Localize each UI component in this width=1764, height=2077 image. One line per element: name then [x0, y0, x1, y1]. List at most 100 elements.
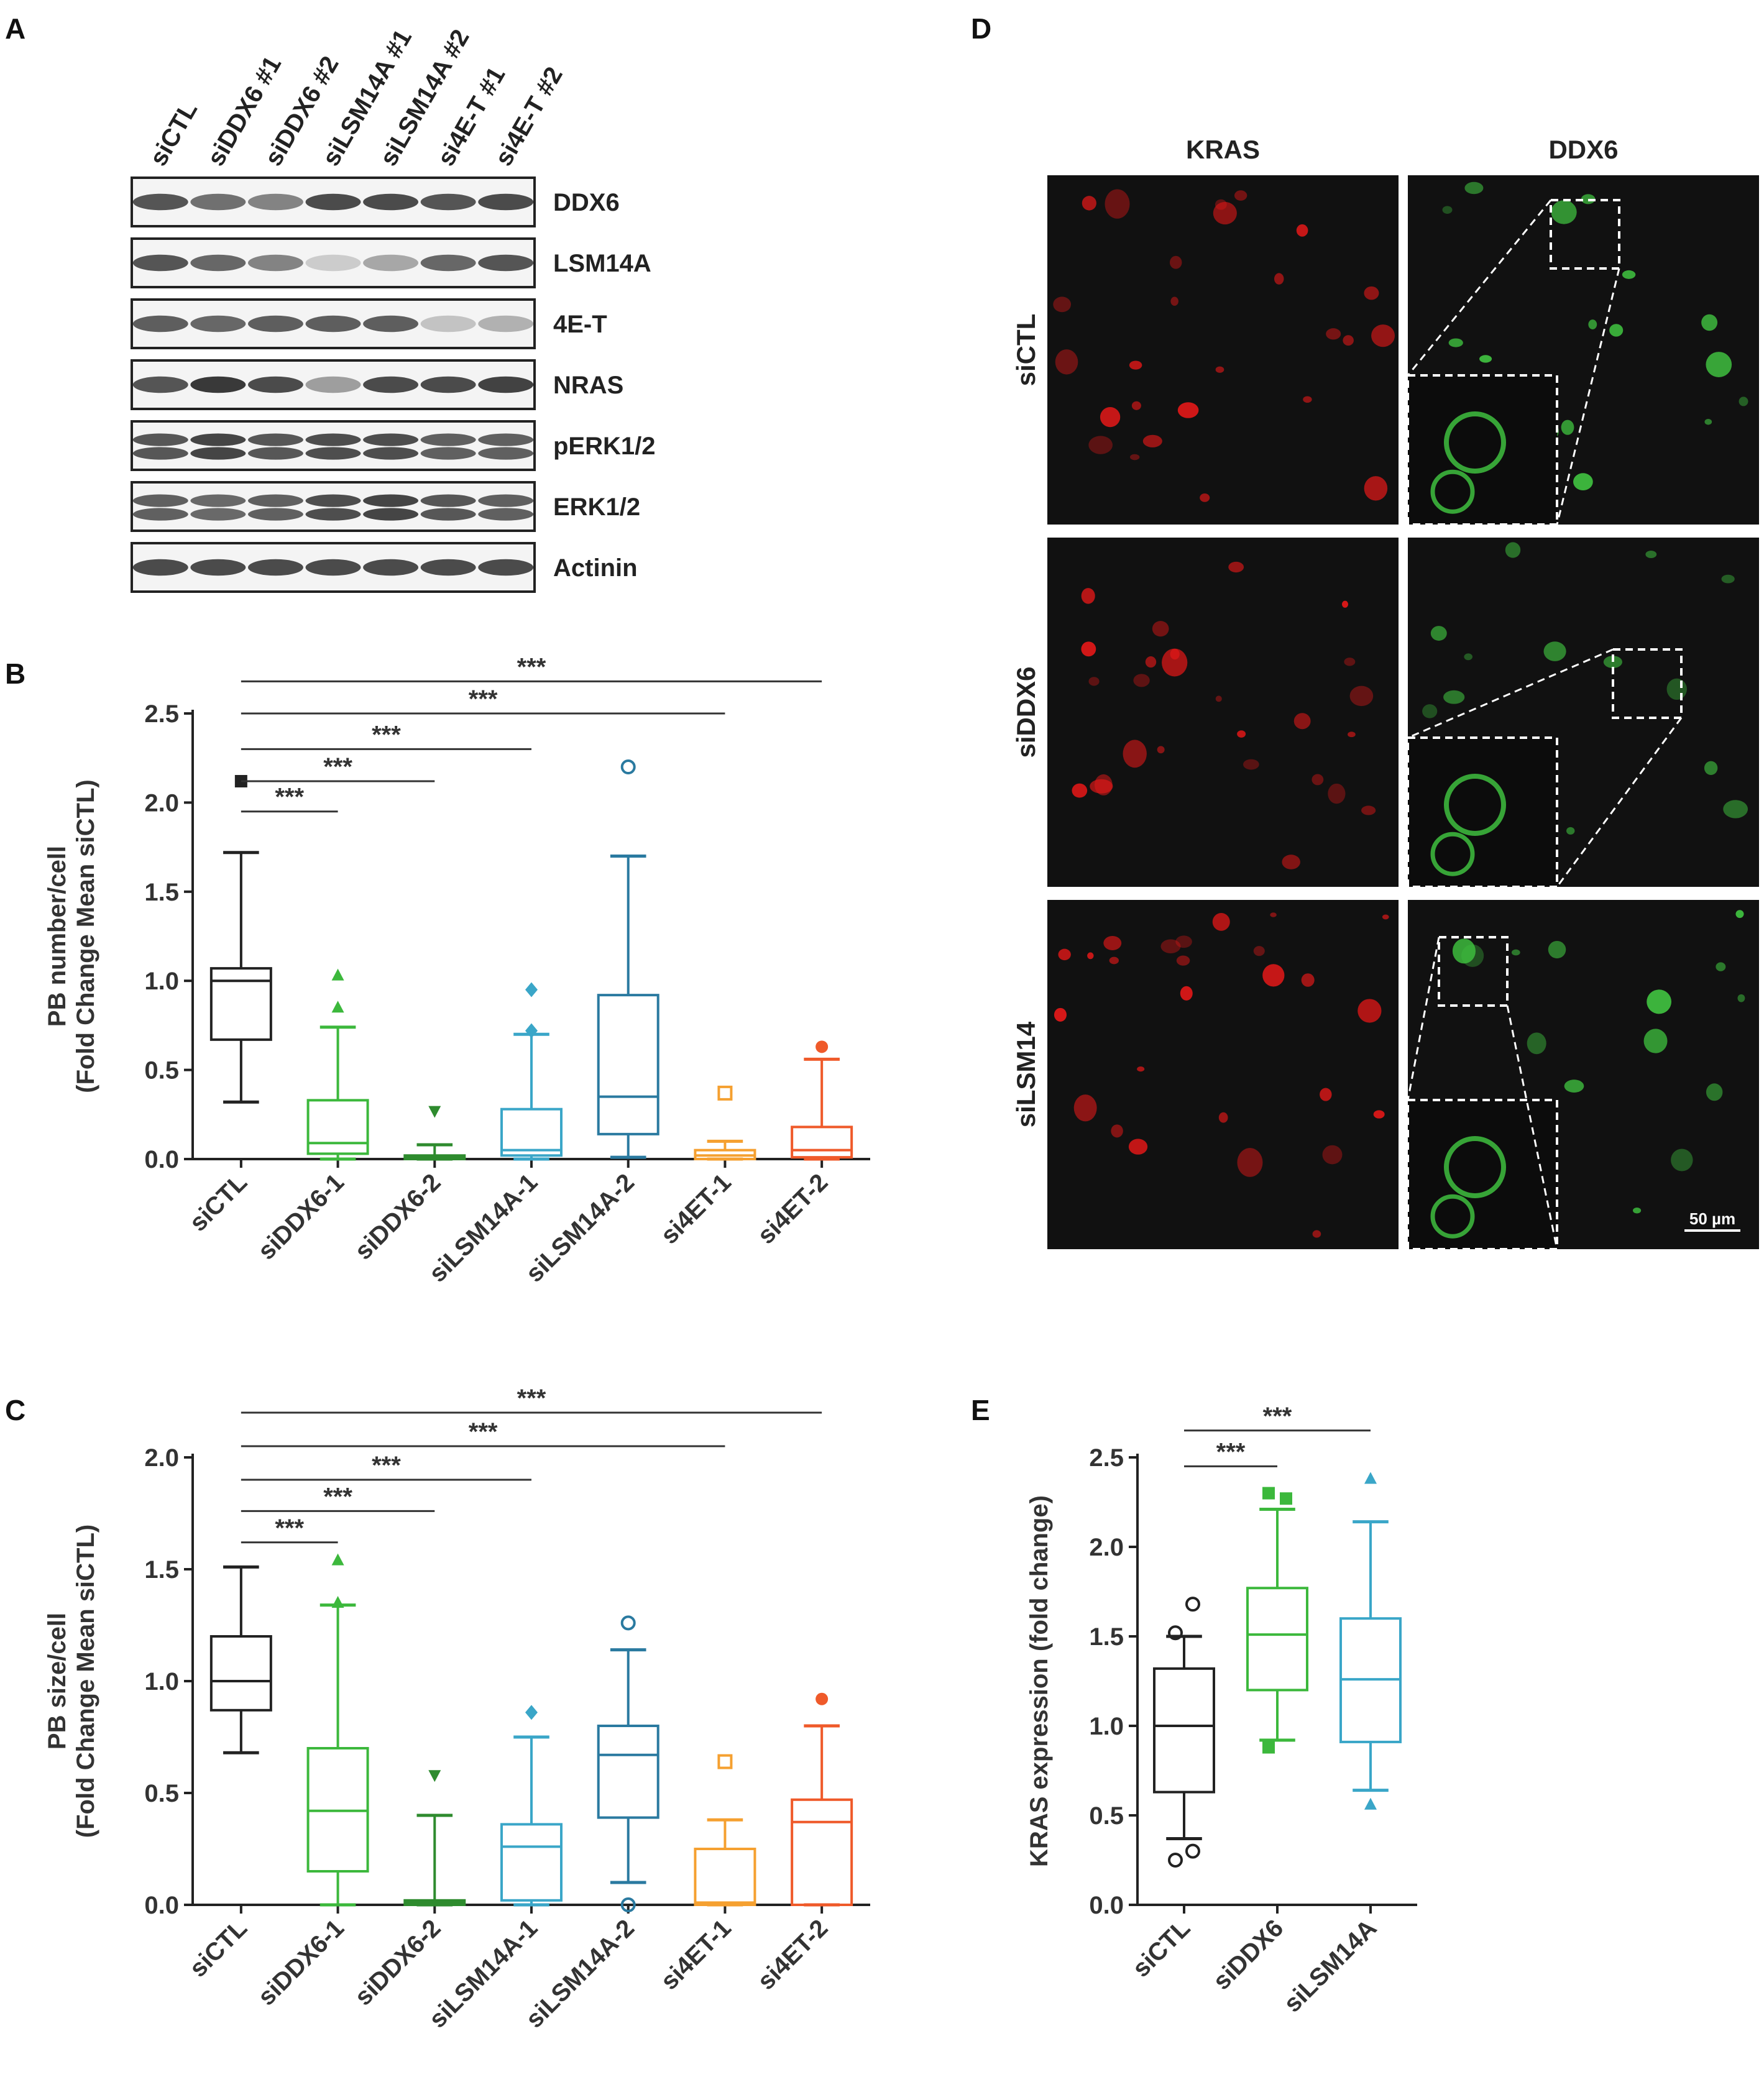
ddx6-cell	[1647, 989, 1671, 1014]
y-tick-label: 2.0	[144, 1444, 179, 1472]
kras-cell	[1129, 360, 1142, 370]
y-tick-label: 1.5	[144, 1556, 179, 1584]
kras-cell	[1215, 199, 1227, 210]
kras-cell	[1160, 939, 1181, 953]
blot-band	[305, 494, 361, 507]
outlier-marker	[620, 759, 636, 775]
ddx6-cell	[1721, 574, 1735, 584]
chart-pb-size: 0.0 0.5 1.0 1.5 2.0 PB size/cell (Fold Change …	[44, 1385, 870, 2033]
kras-cell	[1131, 401, 1141, 410]
y-axis-label: KRAS expression (fold change)	[1026, 1495, 1053, 1867]
kras-cell	[1253, 946, 1265, 956]
ddx6-cell	[1588, 319, 1597, 329]
blot-band	[190, 508, 246, 521]
x-tick-label: si4ET-2	[752, 1914, 833, 1995]
blot-band	[247, 559, 303, 576]
kras-cell	[1129, 454, 1140, 461]
significance-label: ***	[1263, 1403, 1292, 1430]
kras-cell	[1087, 952, 1094, 960]
outlier-marker	[717, 1754, 733, 1769]
blot-band	[420, 193, 476, 211]
box	[694, 1848, 756, 1906]
blot-band	[420, 433, 476, 446]
kras-cell	[1326, 328, 1341, 340]
x-tick-label: si4ET-2	[752, 1168, 833, 1249]
panel-label-c: C	[5, 1394, 25, 1426]
inset-cell	[1430, 832, 1475, 876]
panel-label-e: E	[971, 1394, 990, 1426]
outlier-marker	[1280, 1492, 1292, 1505]
inset-cell	[1430, 1194, 1475, 1239]
zoom-connector	[1556, 268, 1620, 525]
ddx6-cell	[1723, 800, 1748, 818]
significance-label: ***	[1216, 1438, 1246, 1465]
blot-band	[478, 193, 534, 211]
y-axis-label: (Fold Change Mean siCTL)	[72, 1525, 99, 1838]
outlier-marker	[1364, 1797, 1377, 1810]
blot-band	[190, 433, 246, 446]
ddx6-cell	[1564, 1080, 1584, 1093]
box	[791, 1126, 853, 1159]
micrograph-column-label: KRAS	[1186, 135, 1260, 164]
blot-band	[363, 447, 419, 460]
ddx6-cell	[1603, 656, 1622, 669]
micrograph-row-label: siLSM14	[1011, 1021, 1040, 1127]
blot-band	[478, 494, 534, 507]
y-axis-label: (Fold Change Mean siCTL)	[72, 779, 99, 1093]
ddx6-cell	[1645, 551, 1657, 559]
y-tick-label: 2.5	[1089, 1444, 1124, 1472]
blot-band	[478, 254, 534, 272]
kras-cell	[1296, 224, 1308, 237]
kras-cell	[1177, 402, 1199, 418]
kras-cell	[1341, 600, 1349, 608]
kras-cell	[1312, 774, 1324, 786]
blot-band	[190, 376, 246, 393]
blot-band	[190, 315, 246, 332]
inset-cell	[1444, 774, 1506, 836]
outlier-marker	[1185, 1597, 1200, 1612]
micrograph-tile	[1047, 538, 1399, 887]
ddx6-cell	[1448, 338, 1463, 347]
ddx6-cell	[1643, 1029, 1668, 1053]
box	[500, 1107, 563, 1157]
chart-pb-number: 0.0 0.5 1.0 1.5 2.0 2.5 PB number/cell (Fold Ch…	[44, 653, 870, 1288]
y-axis-label: PB size/cell	[44, 1613, 71, 1749]
kras-cell	[1213, 201, 1237, 225]
outlier-marker	[331, 968, 344, 981]
outlier-marker	[1168, 1625, 1183, 1641]
y-tick-label: 0.5	[144, 1780, 179, 1807]
ddx6-cell	[1701, 314, 1718, 331]
kras-cell	[1303, 396, 1312, 403]
kras-cell	[1328, 783, 1346, 804]
blot-band	[305, 254, 361, 272]
blot-band	[190, 447, 246, 460]
blot-row-label: pERK1/2	[553, 433, 656, 460]
blot-band	[305, 508, 361, 521]
kras-cell	[1270, 912, 1277, 917]
y-tick-label: 0.5	[144, 1057, 179, 1084]
kras-cell	[1237, 730, 1246, 738]
blot-band	[247, 508, 303, 521]
blot-band	[132, 559, 188, 576]
significance-label: ***	[517, 1385, 546, 1412]
ddx6-cell	[1739, 397, 1748, 406]
kras-cell	[1054, 1007, 1067, 1022]
kras-cell	[1055, 349, 1078, 375]
kras-cell	[1312, 1230, 1321, 1238]
blot-band	[420, 254, 476, 272]
blot-band	[247, 494, 303, 507]
zoom-box	[1438, 936, 1509, 1007]
kras-cell	[1053, 296, 1072, 313]
kras-cell	[1145, 656, 1157, 668]
kras-cell	[1137, 1066, 1145, 1072]
ddx6-cell	[1735, 910, 1744, 919]
kras-cell	[1237, 1148, 1263, 1177]
ddx6-cell	[1706, 1083, 1723, 1101]
micrograph-column-label: DDX6	[1548, 135, 1618, 164]
micrograph-row-label: siCTL	[1011, 314, 1040, 387]
kras-cell	[1274, 273, 1284, 285]
micrograph-tile	[1047, 900, 1399, 1249]
kras-cell	[1357, 999, 1382, 1023]
outlier-marker	[525, 982, 538, 997]
zoom-connector	[1506, 1005, 1558, 1250]
